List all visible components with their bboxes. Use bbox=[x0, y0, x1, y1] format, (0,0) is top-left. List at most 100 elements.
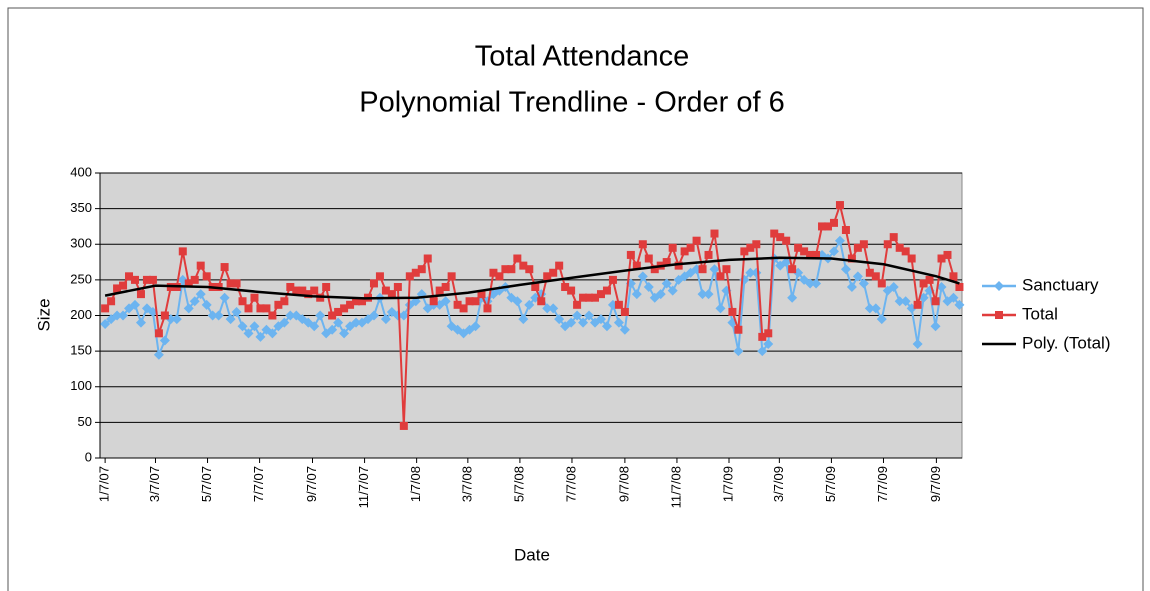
data-point bbox=[733, 346, 744, 357]
data-point bbox=[794, 243, 803, 252]
data-point bbox=[489, 268, 498, 277]
data-point bbox=[543, 272, 552, 281]
data-point bbox=[196, 261, 205, 270]
data-point bbox=[160, 311, 169, 320]
data-point bbox=[883, 240, 892, 249]
data-point bbox=[846, 282, 857, 292]
data-point bbox=[171, 314, 182, 325]
data-point bbox=[440, 296, 451, 307]
data-point bbox=[955, 283, 964, 291]
data-point bbox=[614, 300, 623, 309]
data-point bbox=[399, 421, 408, 430]
data-point bbox=[513, 254, 522, 263]
data-point bbox=[398, 310, 409, 321]
data-point bbox=[190, 275, 199, 284]
y-tick-label: 400 bbox=[70, 164, 92, 179]
data-point bbox=[782, 236, 791, 245]
data-point bbox=[715, 303, 726, 314]
y-tick-label: 250 bbox=[70, 271, 92, 286]
data-point bbox=[405, 272, 414, 281]
x-tick-label: 7/7/08 bbox=[563, 466, 578, 502]
data-point bbox=[704, 250, 713, 259]
data-point bbox=[776, 233, 785, 242]
data-point bbox=[280, 297, 289, 306]
data-point bbox=[202, 272, 211, 281]
data-point bbox=[135, 317, 146, 328]
data-point bbox=[327, 324, 338, 335]
data-point bbox=[201, 299, 212, 310]
data-point bbox=[894, 296, 905, 307]
x-tick-label: 1/7/09 bbox=[720, 466, 735, 502]
data-point bbox=[136, 290, 145, 299]
data-point bbox=[806, 250, 815, 259]
data-point bbox=[411, 268, 420, 277]
data-point bbox=[561, 283, 570, 291]
x-tick-label: 3/7/09 bbox=[771, 466, 786, 502]
data-point bbox=[613, 317, 624, 328]
data-point bbox=[225, 314, 236, 325]
data-point bbox=[596, 290, 605, 299]
data-point bbox=[129, 299, 140, 310]
data-point bbox=[125, 272, 134, 281]
x-tick-label: 1/7/08 bbox=[408, 466, 423, 502]
data-point bbox=[447, 272, 456, 281]
x-tick-label: 7/7/09 bbox=[875, 466, 890, 502]
data-point bbox=[871, 272, 880, 281]
data-point bbox=[853, 243, 862, 252]
data-point bbox=[429, 297, 438, 306]
data-point bbox=[895, 243, 904, 252]
data-point bbox=[130, 275, 139, 284]
data-point bbox=[667, 285, 678, 296]
data-point bbox=[525, 265, 534, 274]
data-point bbox=[310, 286, 319, 295]
y-tick-label: 0 bbox=[85, 449, 92, 464]
data-point bbox=[746, 243, 755, 252]
data-point bbox=[752, 240, 761, 249]
data-point bbox=[650, 265, 659, 274]
data-point bbox=[900, 296, 911, 307]
legend-label: Poly. (Total) bbox=[1022, 333, 1111, 352]
data-point bbox=[153, 349, 164, 360]
data-point bbox=[256, 304, 265, 313]
x-tick-label: 11/7/07 bbox=[356, 466, 371, 508]
x-tick-label: 3/7/08 bbox=[459, 466, 474, 502]
data-point bbox=[393, 283, 402, 291]
data-point bbox=[943, 250, 952, 259]
data-point bbox=[913, 300, 922, 309]
data-point bbox=[770, 229, 779, 238]
data-point bbox=[518, 314, 529, 325]
data-point bbox=[334, 307, 343, 316]
data-point bbox=[195, 289, 206, 300]
data-point bbox=[537, 297, 546, 306]
data-point bbox=[585, 293, 594, 302]
data-point bbox=[601, 321, 612, 332]
data-point bbox=[237, 321, 248, 332]
y-axis-title: Size bbox=[34, 298, 53, 331]
data-point bbox=[870, 303, 881, 314]
data-point bbox=[304, 290, 313, 299]
data-point bbox=[286, 283, 295, 291]
y-tick-label: 200 bbox=[70, 307, 92, 322]
data-point bbox=[578, 317, 589, 328]
data-point bbox=[674, 261, 683, 270]
data-point bbox=[465, 297, 474, 306]
data-point bbox=[148, 275, 157, 284]
data-point bbox=[608, 275, 617, 284]
data-point bbox=[686, 243, 695, 252]
data-point bbox=[507, 265, 516, 274]
data-point bbox=[279, 317, 290, 328]
data-point bbox=[948, 292, 959, 303]
data-point bbox=[154, 329, 163, 338]
data-point bbox=[184, 279, 193, 288]
legend-marker bbox=[994, 281, 1004, 291]
data-point bbox=[285, 310, 296, 321]
data-point bbox=[930, 321, 941, 332]
data-point bbox=[763, 339, 774, 349]
data-point bbox=[340, 304, 349, 313]
data-point bbox=[226, 279, 235, 288]
data-point bbox=[619, 324, 630, 335]
data-point bbox=[549, 268, 558, 277]
data-point bbox=[734, 325, 743, 334]
data-point bbox=[620, 307, 629, 316]
data-point bbox=[572, 310, 583, 321]
